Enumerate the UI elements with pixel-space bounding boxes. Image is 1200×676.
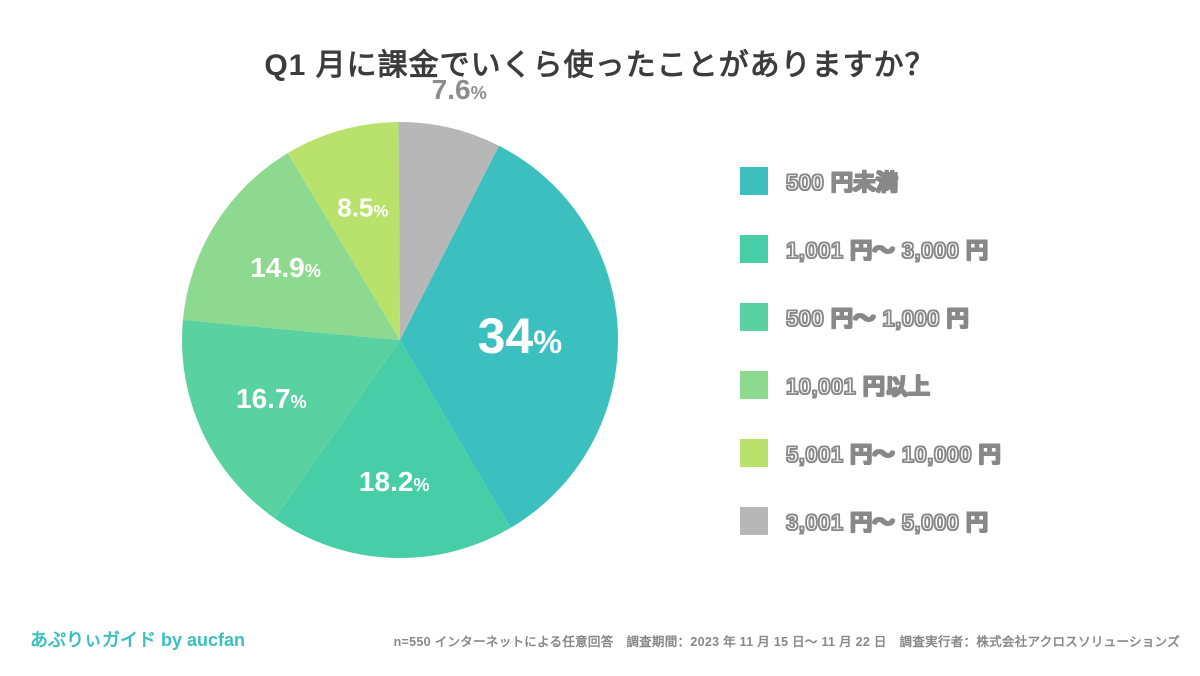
legend-swatch [740,439,768,467]
slice-value-label: 8.5% [337,192,388,223]
slice-value-label: 18.2% [359,466,430,498]
slice-value-label: 14.9% [250,252,321,284]
legend-label: 1,001 円～ 3,000 円 [786,233,988,265]
brand-credit: あぷりぃガイド by aucfan [30,626,245,652]
legend-swatch [740,167,768,195]
legend-item: 10,001 円以上 [740,369,1001,401]
legend-swatch [740,235,768,263]
legend-label: 500 円未満 [786,165,898,197]
legend-label: 500 円～ 1,000 円 [786,301,969,333]
legend-swatch [740,303,768,331]
slice-value-label: 34% [478,307,563,365]
chart-title: Q1 月に課金でいくら使ったことがありますか？ [0,40,1200,84]
pie-chart: 34%18.2%16.7%14.9%8.5%7.6% [170,110,630,570]
legend-label: 10,001 円以上 [786,369,930,401]
legend-label: 5,001 円～ 10,000 円 [786,437,1001,469]
slice-value-label: 16.7% [236,383,307,415]
legend-swatch [740,371,768,399]
legend-item: 1,001 円～ 3,000 円 [740,233,1001,265]
survey-meta: n=550 インターネットによる任意回答 調査期間：2023 年 11 月 15… [394,631,1180,650]
legend-label: 3,001 円～ 5,000 円 [786,505,988,537]
legend-item: 500 円未満 [740,165,1001,197]
slice-value-label: 7.6% [432,74,487,106]
legend: 500 円未満 1,001 円～ 3,000 円 500 円～ 1,000 円 10,… [740,165,1001,537]
legend-swatch [740,507,768,535]
legend-item: 500 円～ 1,000 円 [740,301,1001,333]
legend-item: 3,001 円～ 5,000 円 [740,505,1001,537]
legend-item: 5,001 円～ 10,000 円 [740,437,1001,469]
